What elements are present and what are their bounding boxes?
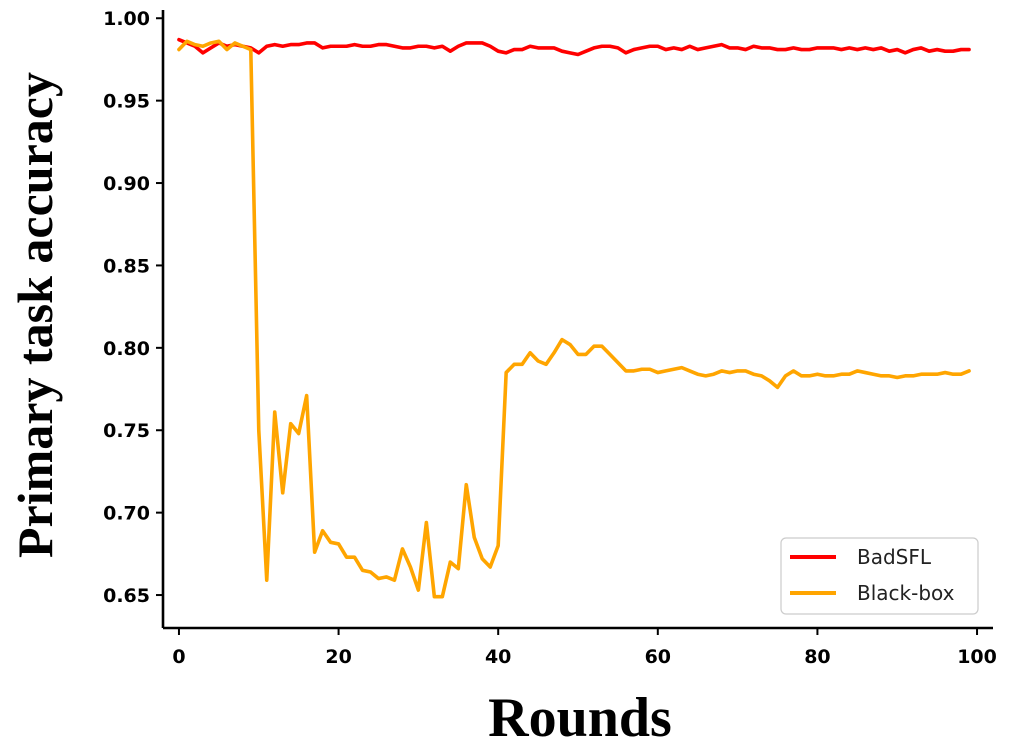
x-tick-label: 0 bbox=[172, 646, 185, 668]
y-tick-label: 0.80 bbox=[103, 338, 150, 360]
x-tick-label: 60 bbox=[645, 646, 671, 668]
y-tick-label: 0.90 bbox=[103, 173, 150, 195]
legend-label-black-box: Black-box bbox=[857, 581, 955, 605]
legend-label-badsfl: BadSFL bbox=[857, 545, 932, 569]
y-tick-label: 1.00 bbox=[103, 8, 150, 30]
x-tick-label: 80 bbox=[804, 646, 830, 668]
x-tick-label: 40 bbox=[485, 646, 511, 668]
legend: BadSFL Black-box bbox=[780, 537, 979, 615]
y-tick-label: 0.75 bbox=[103, 420, 150, 442]
x-tick-label: 100 bbox=[957, 646, 997, 668]
y-tick-label: 0.70 bbox=[103, 503, 150, 525]
series-line-black-box bbox=[177, 39, 971, 599]
y-tick-label: 0.65 bbox=[103, 585, 150, 607]
series-line-badsfl bbox=[177, 37, 971, 57]
y-axis-title: Primary task accuracy bbox=[7, 72, 63, 558]
x-axis-title: Rounds bbox=[488, 687, 672, 745]
ticks-layer: 0.65 0.70 0.75 0.80 0.85 0.90 0.95 1.00 0 20 40 60 8… bbox=[103, 8, 997, 668]
x-tick-label: 20 bbox=[325, 646, 351, 668]
y-tick-label: 0.85 bbox=[103, 255, 150, 277]
axes-layer bbox=[161, 10, 993, 630]
y-tick-label: 0.95 bbox=[103, 91, 150, 113]
series-layer bbox=[177, 37, 971, 599]
